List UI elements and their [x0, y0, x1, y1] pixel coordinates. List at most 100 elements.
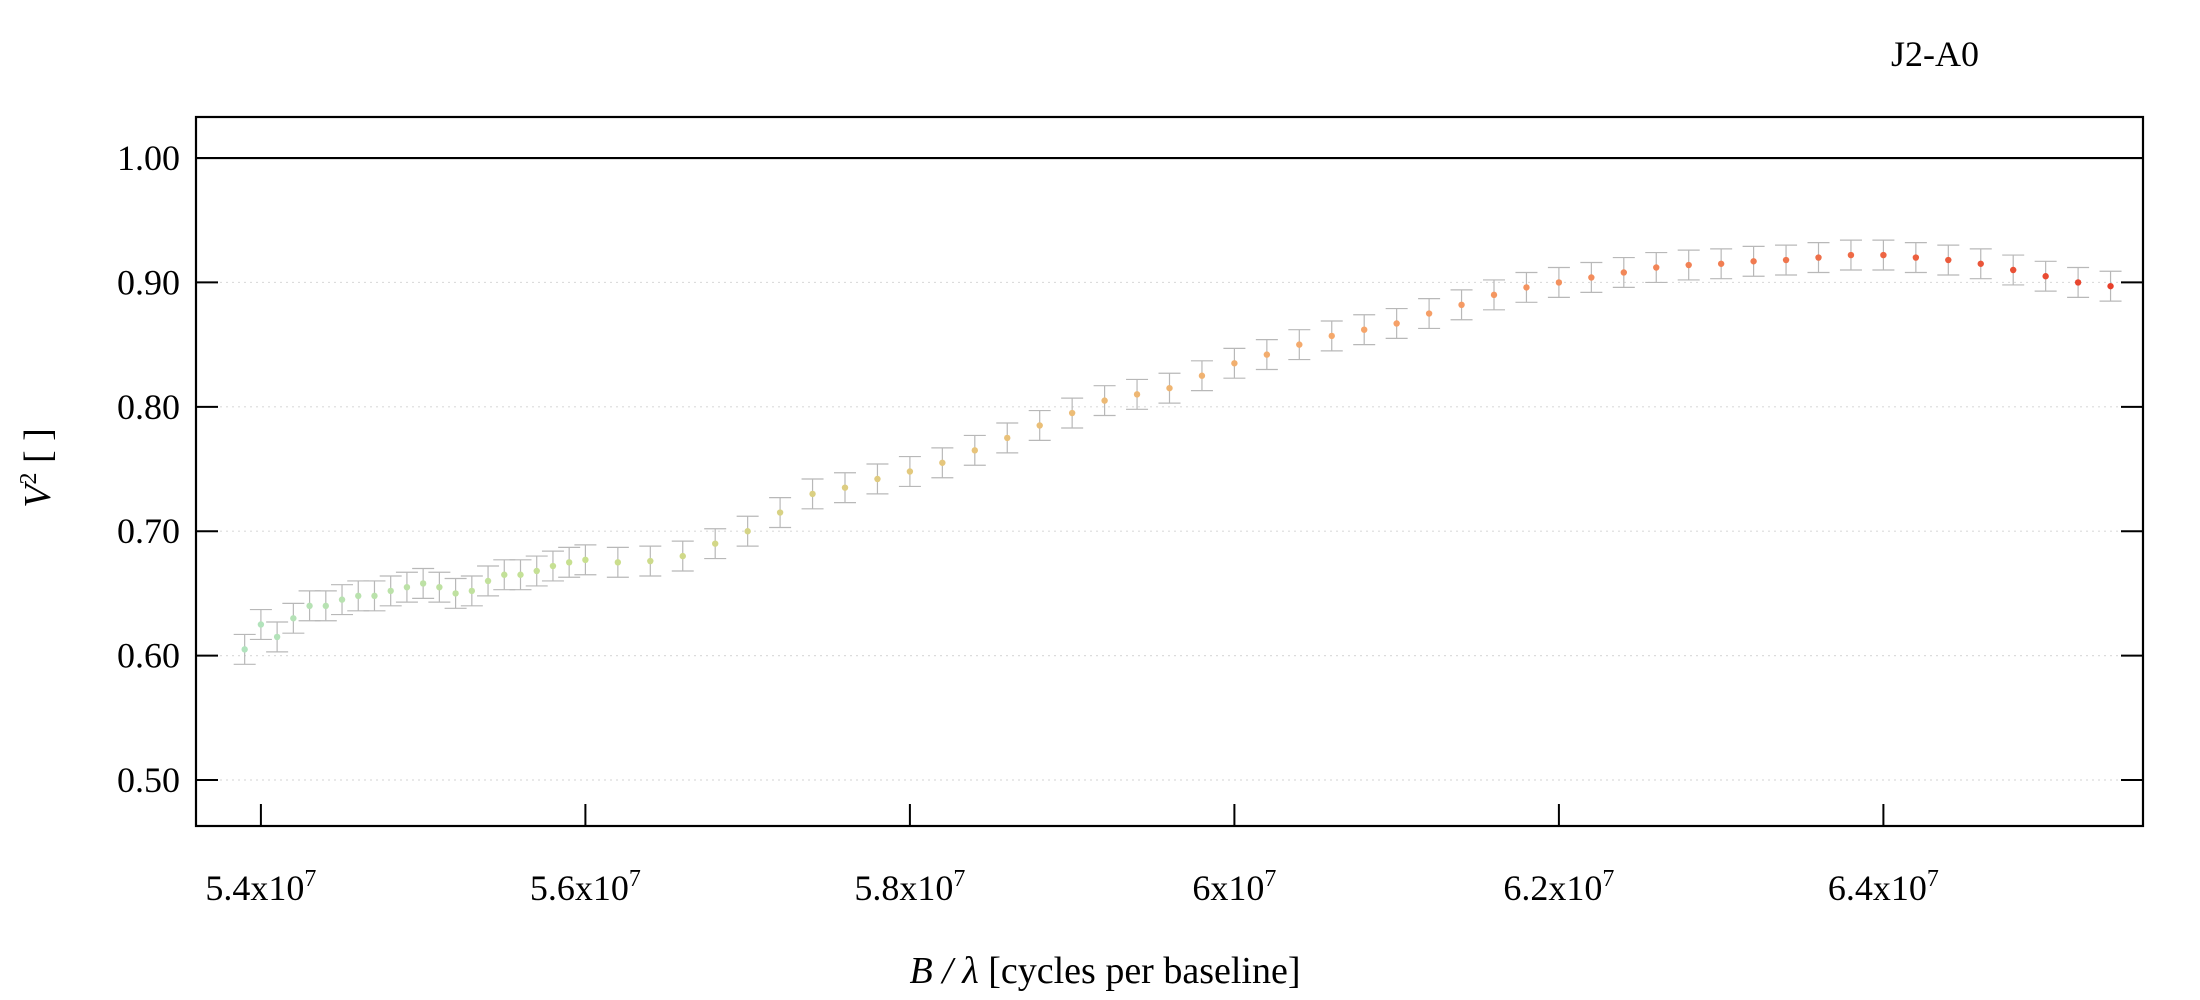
data-point — [1807, 242, 1830, 274]
data-point — [525, 555, 548, 587]
data-point — [1872, 239, 1895, 271]
data-point — [444, 577, 467, 609]
data-point — [298, 590, 321, 622]
point-marker — [468, 587, 476, 595]
point-marker — [841, 484, 849, 491]
point-marker — [419, 580, 427, 587]
point-marker — [273, 633, 281, 641]
data-points — [233, 239, 2122, 665]
data-point — [2034, 260, 2057, 292]
point-marker — [712, 540, 719, 547]
data-point — [639, 545, 662, 577]
point-marker — [1361, 326, 1368, 333]
point-marker — [322, 602, 329, 610]
point-marker — [1231, 360, 1238, 367]
data-point — [1418, 298, 1441, 330]
data-point — [1483, 279, 1505, 311]
y-axis-superscript: 2 — [16, 473, 42, 485]
data-point — [1126, 378, 1149, 410]
point-marker — [565, 559, 573, 566]
point-marker — [1523, 284, 1530, 291]
data-point — [931, 447, 954, 479]
point-marker — [1815, 254, 1822, 261]
data-point — [477, 565, 500, 597]
data-point — [671, 540, 694, 572]
point-marker — [517, 571, 524, 578]
data-point — [379, 575, 402, 607]
point-marker — [403, 583, 411, 591]
point-marker — [1653, 264, 1660, 271]
grid-lines — [196, 281, 2143, 781]
x-tick-label: 6.2x107 — [1503, 866, 1614, 908]
data-point — [1515, 271, 1538, 303]
data-point — [331, 584, 354, 616]
point-marker — [776, 509, 784, 516]
data-point — [898, 455, 921, 488]
data-point — [1061, 397, 1084, 429]
data-point — [282, 602, 305, 634]
point-marker — [2107, 282, 2114, 290]
point-marker — [1620, 269, 1628, 276]
data-point — [314, 590, 337, 622]
point-marker — [874, 475, 881, 483]
tick-labels: 0.50 0.60 0.70 0.80 0.90 1.00 5.4x107 5.6x107 5.… — [117, 138, 1939, 908]
x-tick-label: 6.4x107 — [1828, 866, 1939, 908]
data-point — [1223, 347, 1246, 379]
point-marker — [306, 602, 313, 610]
data-point — [769, 497, 792, 529]
point-marker — [1847, 251, 1855, 259]
point-marker — [1166, 384, 1173, 392]
point-marker — [355, 592, 362, 600]
data-point — [606, 546, 629, 578]
y-tick-label: 0.50 — [117, 760, 180, 800]
data-point — [866, 463, 889, 495]
data-point — [493, 559, 516, 591]
point-marker — [906, 468, 914, 475]
x-tick-label: 5.4x107 — [205, 866, 316, 908]
point-marker — [241, 646, 248, 653]
point-marker — [1004, 434, 1011, 442]
point-marker — [2074, 279, 2082, 286]
y-tick-label: 1.00 — [117, 138, 180, 178]
data-point — [996, 422, 1019, 454]
data-point — [2099, 270, 2122, 302]
point-marker — [452, 590, 459, 597]
point-marker — [257, 621, 265, 628]
plot-frame — [194, 115, 2145, 828]
y-axis-label: V2 [ ] — [16, 428, 59, 508]
data-point — [347, 580, 370, 612]
point-marker — [1685, 261, 1692, 269]
data-point — [509, 559, 532, 591]
data-point — [1677, 249, 1700, 281]
y-tick-label: 0.90 — [117, 262, 180, 302]
y-axis-variable: V — [17, 481, 59, 508]
point-marker — [679, 552, 686, 560]
axes — [194, 115, 2145, 828]
data-point — [574, 544, 597, 576]
x-axis-label: B / λ [cycles per baseline] — [909, 950, 1300, 992]
y-tick-label: 0.60 — [117, 636, 180, 676]
point-marker — [371, 592, 378, 600]
point-marker — [744, 528, 751, 535]
point-marker — [1782, 256, 1790, 264]
data-point — [1093, 385, 1116, 417]
data-point — [736, 515, 759, 547]
point-marker — [1750, 258, 1757, 265]
point-marker — [1880, 251, 1887, 259]
point-marker — [1393, 320, 1400, 327]
point-marker — [1198, 372, 1206, 379]
y-axis-unit: [ ] — [17, 428, 59, 472]
point-marker — [1912, 254, 1920, 261]
point-marker — [1036, 422, 1043, 429]
chart-title: J2-A0 — [1891, 34, 1979, 74]
data-point — [233, 633, 256, 665]
x-tick-label: 5.6x107 — [530, 866, 641, 908]
point-marker — [2042, 273, 2049, 280]
data-point — [1320, 320, 1343, 352]
point-marker — [1068, 409, 1076, 417]
point-marker — [549, 562, 557, 570]
data-point — [1612, 256, 1635, 289]
data-point — [1547, 266, 1570, 298]
data-point — [1645, 251, 1668, 284]
x-axis-variable: B / λ — [909, 950, 978, 992]
